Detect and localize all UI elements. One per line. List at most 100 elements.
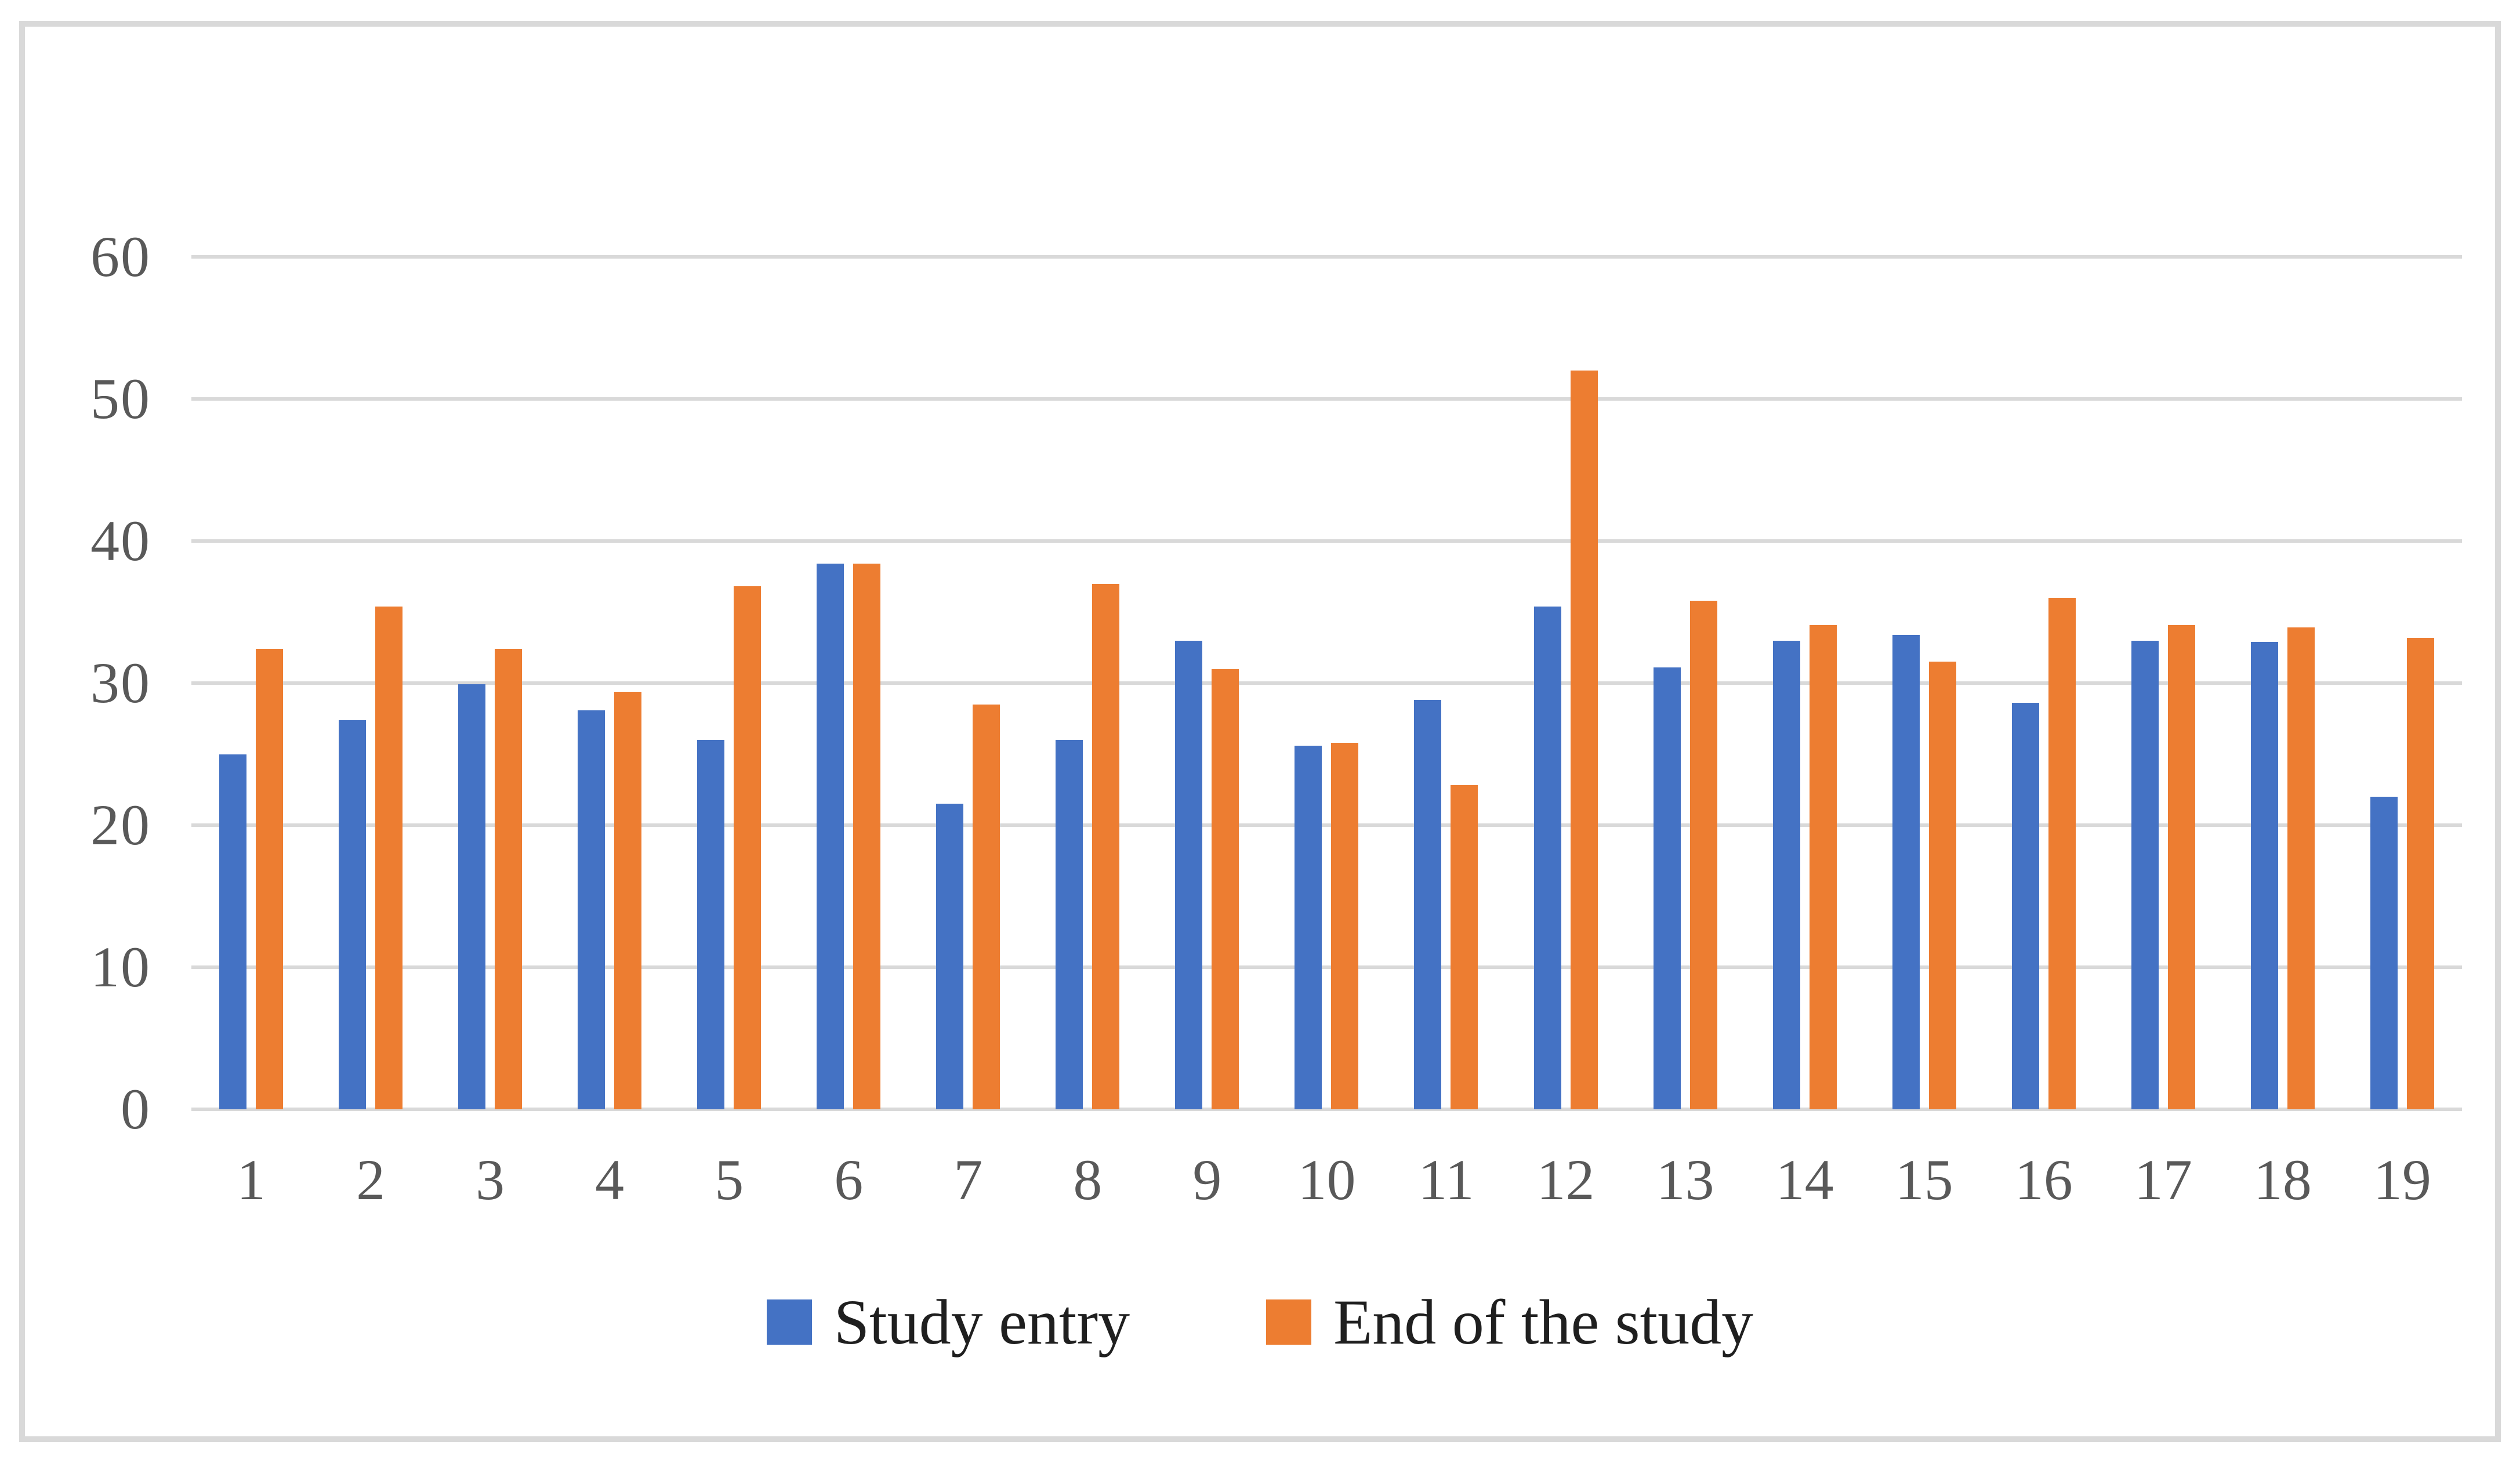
- x-tick-label-12: 12: [1536, 1148, 1595, 1212]
- bar-study-entry-12: [1533, 606, 1561, 1109]
- gridline-y-50: [191, 397, 2462, 401]
- bar-study-entry-1: [219, 754, 247, 1109]
- plot-area: [191, 255, 2462, 1111]
- legend-label: Study entry: [833, 1287, 1130, 1357]
- bar-study-entry-17: [2131, 640, 2159, 1109]
- bar-end-of-the-study-17: [2167, 625, 2195, 1109]
- bar-end-of-the-study-9: [1212, 669, 1239, 1109]
- bar-end-of-the-study-18: [2287, 627, 2315, 1109]
- bar-end-of-the-study-13: [1689, 600, 1717, 1109]
- bar-study-entry-11: [1414, 700, 1442, 1109]
- x-tick-label-16: 16: [2014, 1148, 2073, 1212]
- y-tick-label-20: 20: [90, 793, 151, 857]
- y-tick-label-0: 0: [121, 1077, 151, 1141]
- gridline-y-10: [191, 965, 2462, 969]
- bar-end-of-the-study-7: [973, 704, 1000, 1109]
- bar-end-of-the-study-6: [853, 564, 881, 1109]
- x-tick-label-15: 15: [1895, 1148, 1953, 1212]
- bar-group-5: [669, 257, 789, 1109]
- x-tick-label-13: 13: [1656, 1148, 1714, 1212]
- gridline-y-20: [191, 823, 2462, 827]
- bar-end-of-the-study-19: [2406, 637, 2434, 1109]
- bar-group-17: [2104, 257, 2223, 1109]
- bar-end-of-the-study-2: [375, 606, 403, 1109]
- bar-group-8: [1028, 257, 1147, 1109]
- bar-group-15: [1865, 257, 1984, 1109]
- bar-group-2: [311, 257, 430, 1109]
- bar-group-4: [550, 257, 669, 1109]
- x-tick-label-18: 18: [2253, 1148, 2312, 1212]
- bar-end-of-the-study-5: [734, 586, 762, 1109]
- bar-study-entry-8: [1056, 740, 1083, 1109]
- bar-study-entry-10: [1295, 745, 1322, 1109]
- bar-study-entry-4: [578, 710, 605, 1109]
- bar-study-entry-3: [458, 684, 486, 1109]
- legend-item-end-of-the-study: End of the study: [1266, 1290, 1753, 1354]
- y-tick-label-10: 10: [90, 935, 151, 999]
- bar-group-9: [1147, 257, 1267, 1109]
- bar-end-of-the-study-3: [495, 649, 523, 1109]
- bar-end-of-the-study-16: [2048, 598, 2076, 1109]
- x-tick-label-14: 14: [1775, 1148, 1834, 1212]
- bar-end-of-the-study-1: [256, 649, 284, 1109]
- bar-study-entry-2: [339, 720, 367, 1109]
- x-tick-label-2: 2: [356, 1148, 386, 1212]
- bar-end-of-the-study-8: [1092, 583, 1120, 1109]
- gridline-y-60: [191, 255, 2462, 259]
- bar-study-entry-19: [2370, 797, 2398, 1109]
- bar-group-19: [2343, 257, 2462, 1109]
- x-tick-label-19: 19: [2373, 1148, 2431, 1212]
- bar-end-of-the-study-15: [1928, 662, 1956, 1109]
- legend-swatch-icon: [1266, 1299, 1312, 1345]
- bar-group-3: [430, 257, 550, 1109]
- x-axis-tick-labels: 1 2 3 4 5 6 7 8 9 10 11 12 13 14 15 16 17 18 19: [191, 1151, 2462, 1209]
- bar-group-14: [1745, 257, 1865, 1109]
- x-tick-label-4: 4: [595, 1148, 625, 1212]
- gridline-y-40: [191, 539, 2462, 543]
- bar-study-entry-16: [2011, 703, 2039, 1109]
- bar-study-entry-9: [1175, 640, 1203, 1109]
- gridline-y-30: [191, 681, 2462, 685]
- bar-study-entry-6: [817, 564, 844, 1109]
- bar-group-16: [1984, 257, 2104, 1109]
- legend-item-study-entry: Study entry: [766, 1287, 1130, 1357]
- bar-end-of-the-study-14: [1809, 625, 1837, 1109]
- bar-end-of-the-study-11: [1451, 785, 1478, 1109]
- bar-group-1: [191, 257, 311, 1109]
- bar-end-of-the-study-12: [1570, 371, 1598, 1109]
- x-tick-label-5: 5: [715, 1148, 744, 1212]
- bar-group-12: [1506, 257, 1626, 1109]
- x-tick-label-6: 6: [834, 1148, 864, 1212]
- x-tick-label-11: 11: [1418, 1148, 1474, 1212]
- bar-groups: [191, 257, 2462, 1109]
- bar-study-entry-14: [1772, 640, 1800, 1109]
- x-tick-label-10: 10: [1297, 1148, 1356, 1212]
- bar-group-13: [1626, 257, 1745, 1109]
- bar-group-6: [789, 257, 908, 1109]
- bar-study-entry-5: [697, 740, 725, 1109]
- x-tick-label-7: 7: [953, 1148, 983, 1212]
- gridline-y-0: [191, 1108, 2462, 1111]
- bar-group-11: [1386, 257, 1506, 1109]
- legend-label: End of the study: [1333, 1287, 1754, 1357]
- legend: Study entry End of the study: [0, 1290, 2520, 1354]
- bar-end-of-the-study-10: [1331, 742, 1359, 1109]
- x-tick-label-3: 3: [476, 1148, 505, 1212]
- x-tick-label-17: 17: [2134, 1148, 2192, 1212]
- x-tick-label-9: 9: [1192, 1148, 1222, 1212]
- bar-group-7: [908, 257, 1028, 1109]
- y-tick-label-30: 30: [90, 651, 151, 715]
- bar-study-entry-15: [1892, 634, 1920, 1109]
- bar-study-entry-18: [2250, 641, 2278, 1109]
- bar-study-entry-13: [1653, 667, 1681, 1109]
- y-tick-label-60: 60: [90, 224, 151, 289]
- x-tick-label-8: 8: [1073, 1148, 1103, 1212]
- x-tick-label-1: 1: [237, 1148, 266, 1212]
- legend-swatch-icon: [766, 1299, 812, 1345]
- bar-group-18: [2223, 257, 2343, 1109]
- y-tick-label-40: 40: [90, 509, 151, 573]
- bar-study-entry-7: [936, 804, 964, 1109]
- y-tick-label-50: 50: [90, 366, 151, 431]
- bar-group-10: [1267, 257, 1386, 1109]
